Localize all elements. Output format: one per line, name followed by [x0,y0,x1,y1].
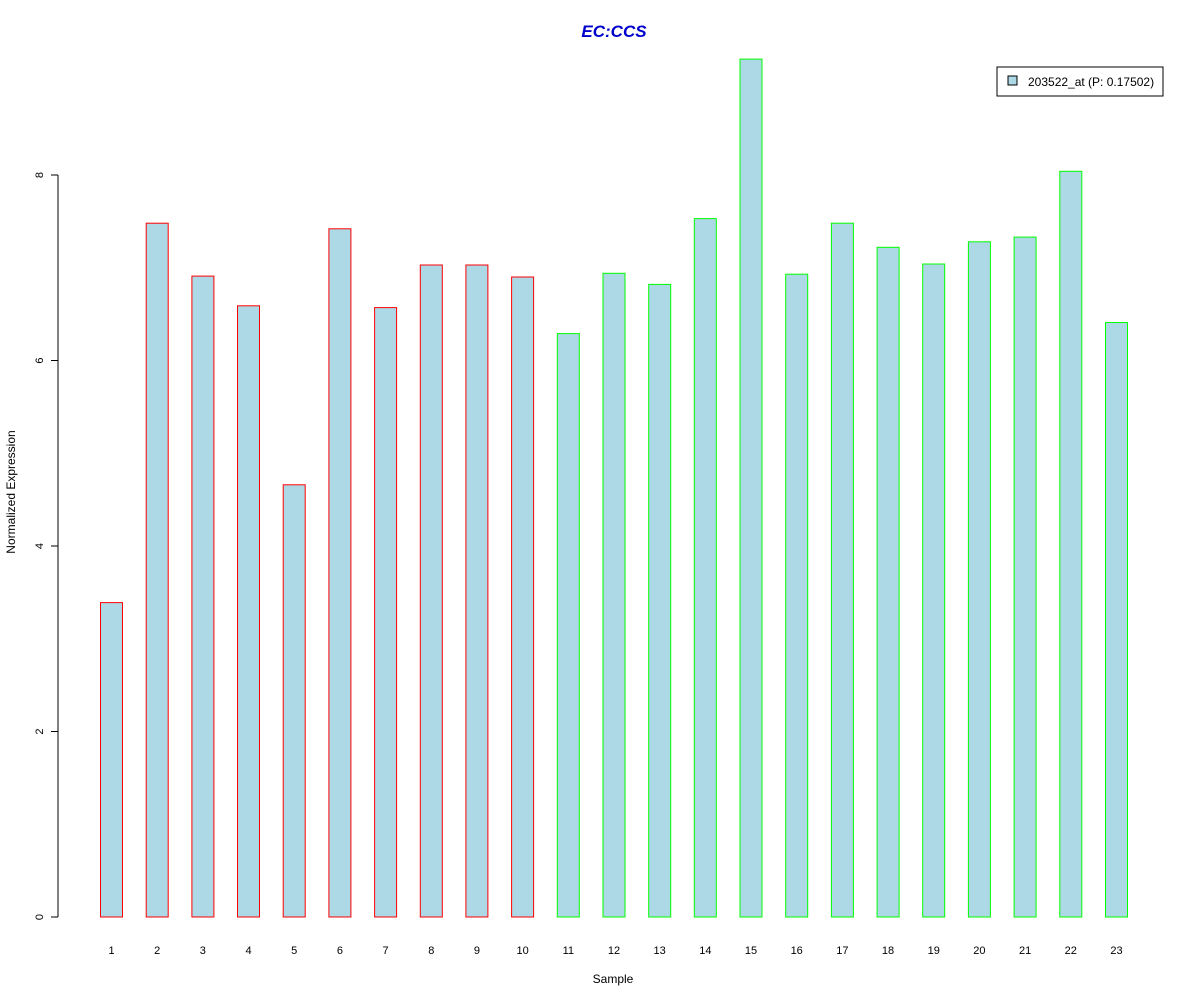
legend-swatch [1007,75,1018,86]
y-tick-group: 0 2 4 6 8 [34,172,58,920]
x-tick-label: 1 [108,945,114,957]
x-tick-label: 23 [1110,945,1122,957]
x-tick-label: 22 [1065,945,1077,957]
y-axis: 0 2 4 6 8 [34,172,59,920]
bar-sample-23 [1105,322,1128,918]
bar-sample-11 [556,333,580,918]
x-tick-label: 21 [1019,945,1031,957]
bar-sample-5 [282,484,306,918]
bar-sample-8 [419,264,443,918]
y-tick-label: 6 [34,357,46,363]
bar-sample-9 [465,264,489,918]
y-tick-label: 2 [34,728,46,734]
bar-sample-14 [693,218,717,918]
legend: 203522_at (P: 0.17502) [996,66,1164,97]
x-tick-label: 11 [563,945,574,957]
x-tick-label-group: 1 2 3 4 5 6 7 8 9 10 11 12 13 14 15 16 17 18 19 20 21 22 23 [108,945,1122,957]
bar-sample-4 [237,305,260,918]
y-axis-label: Normalized Expression [4,430,18,553]
bar-sample-7 [374,307,398,918]
x-tick-label: 2 [154,945,160,957]
x-tick-label: 8 [428,945,434,957]
bar-sample-17 [830,222,854,918]
bar-sample-1 [100,602,123,918]
y-tick-label: 8 [34,172,46,178]
bar-sample-2 [145,222,169,918]
bar-sample-20 [967,241,991,918]
chart-title: EC:CCS [581,22,647,41]
x-tick-label: 7 [383,945,389,957]
bar-sample-6 [328,228,352,918]
x-tick-label: 13 [654,945,666,957]
x-tick-label: 3 [200,945,206,957]
bar-group [100,58,1128,918]
x-tick-label: 6 [337,945,343,957]
x-tick-label: 15 [745,945,757,957]
bar-sample-12 [602,272,626,918]
x-tick-label: 16 [791,945,803,957]
x-tick-label: 9 [474,945,480,957]
x-tick-label: 18 [882,945,894,957]
x-tick-label: 4 [245,945,251,957]
x-tick-label: 5 [291,945,297,957]
legend-label: 203522_at (P: 0.17502) [1028,75,1154,89]
bar-sample-13 [648,283,672,918]
x-tick-label: 19 [928,945,940,957]
bar-sample-18 [876,246,900,918]
bar-sample-15 [739,58,763,918]
x-tick-label: 10 [516,945,528,957]
bar-sample-10 [511,276,535,918]
bar-sample-19 [922,263,946,918]
bar-sample-22 [1059,170,1083,918]
bar-sample-16 [785,273,809,918]
bar-sample-3 [191,275,215,918]
x-tick-label: 20 [973,945,985,957]
x-axis-label: Sample [593,972,634,986]
x-tick-label: 14 [699,945,711,957]
legend-box [996,66,1164,97]
bar-sample-21 [1013,236,1037,918]
y-tick-label: 0 [34,914,46,920]
x-tick-label: 17 [836,945,848,957]
y-tick-label: 4 [34,543,46,549]
x-tick-label: 12 [608,945,620,957]
